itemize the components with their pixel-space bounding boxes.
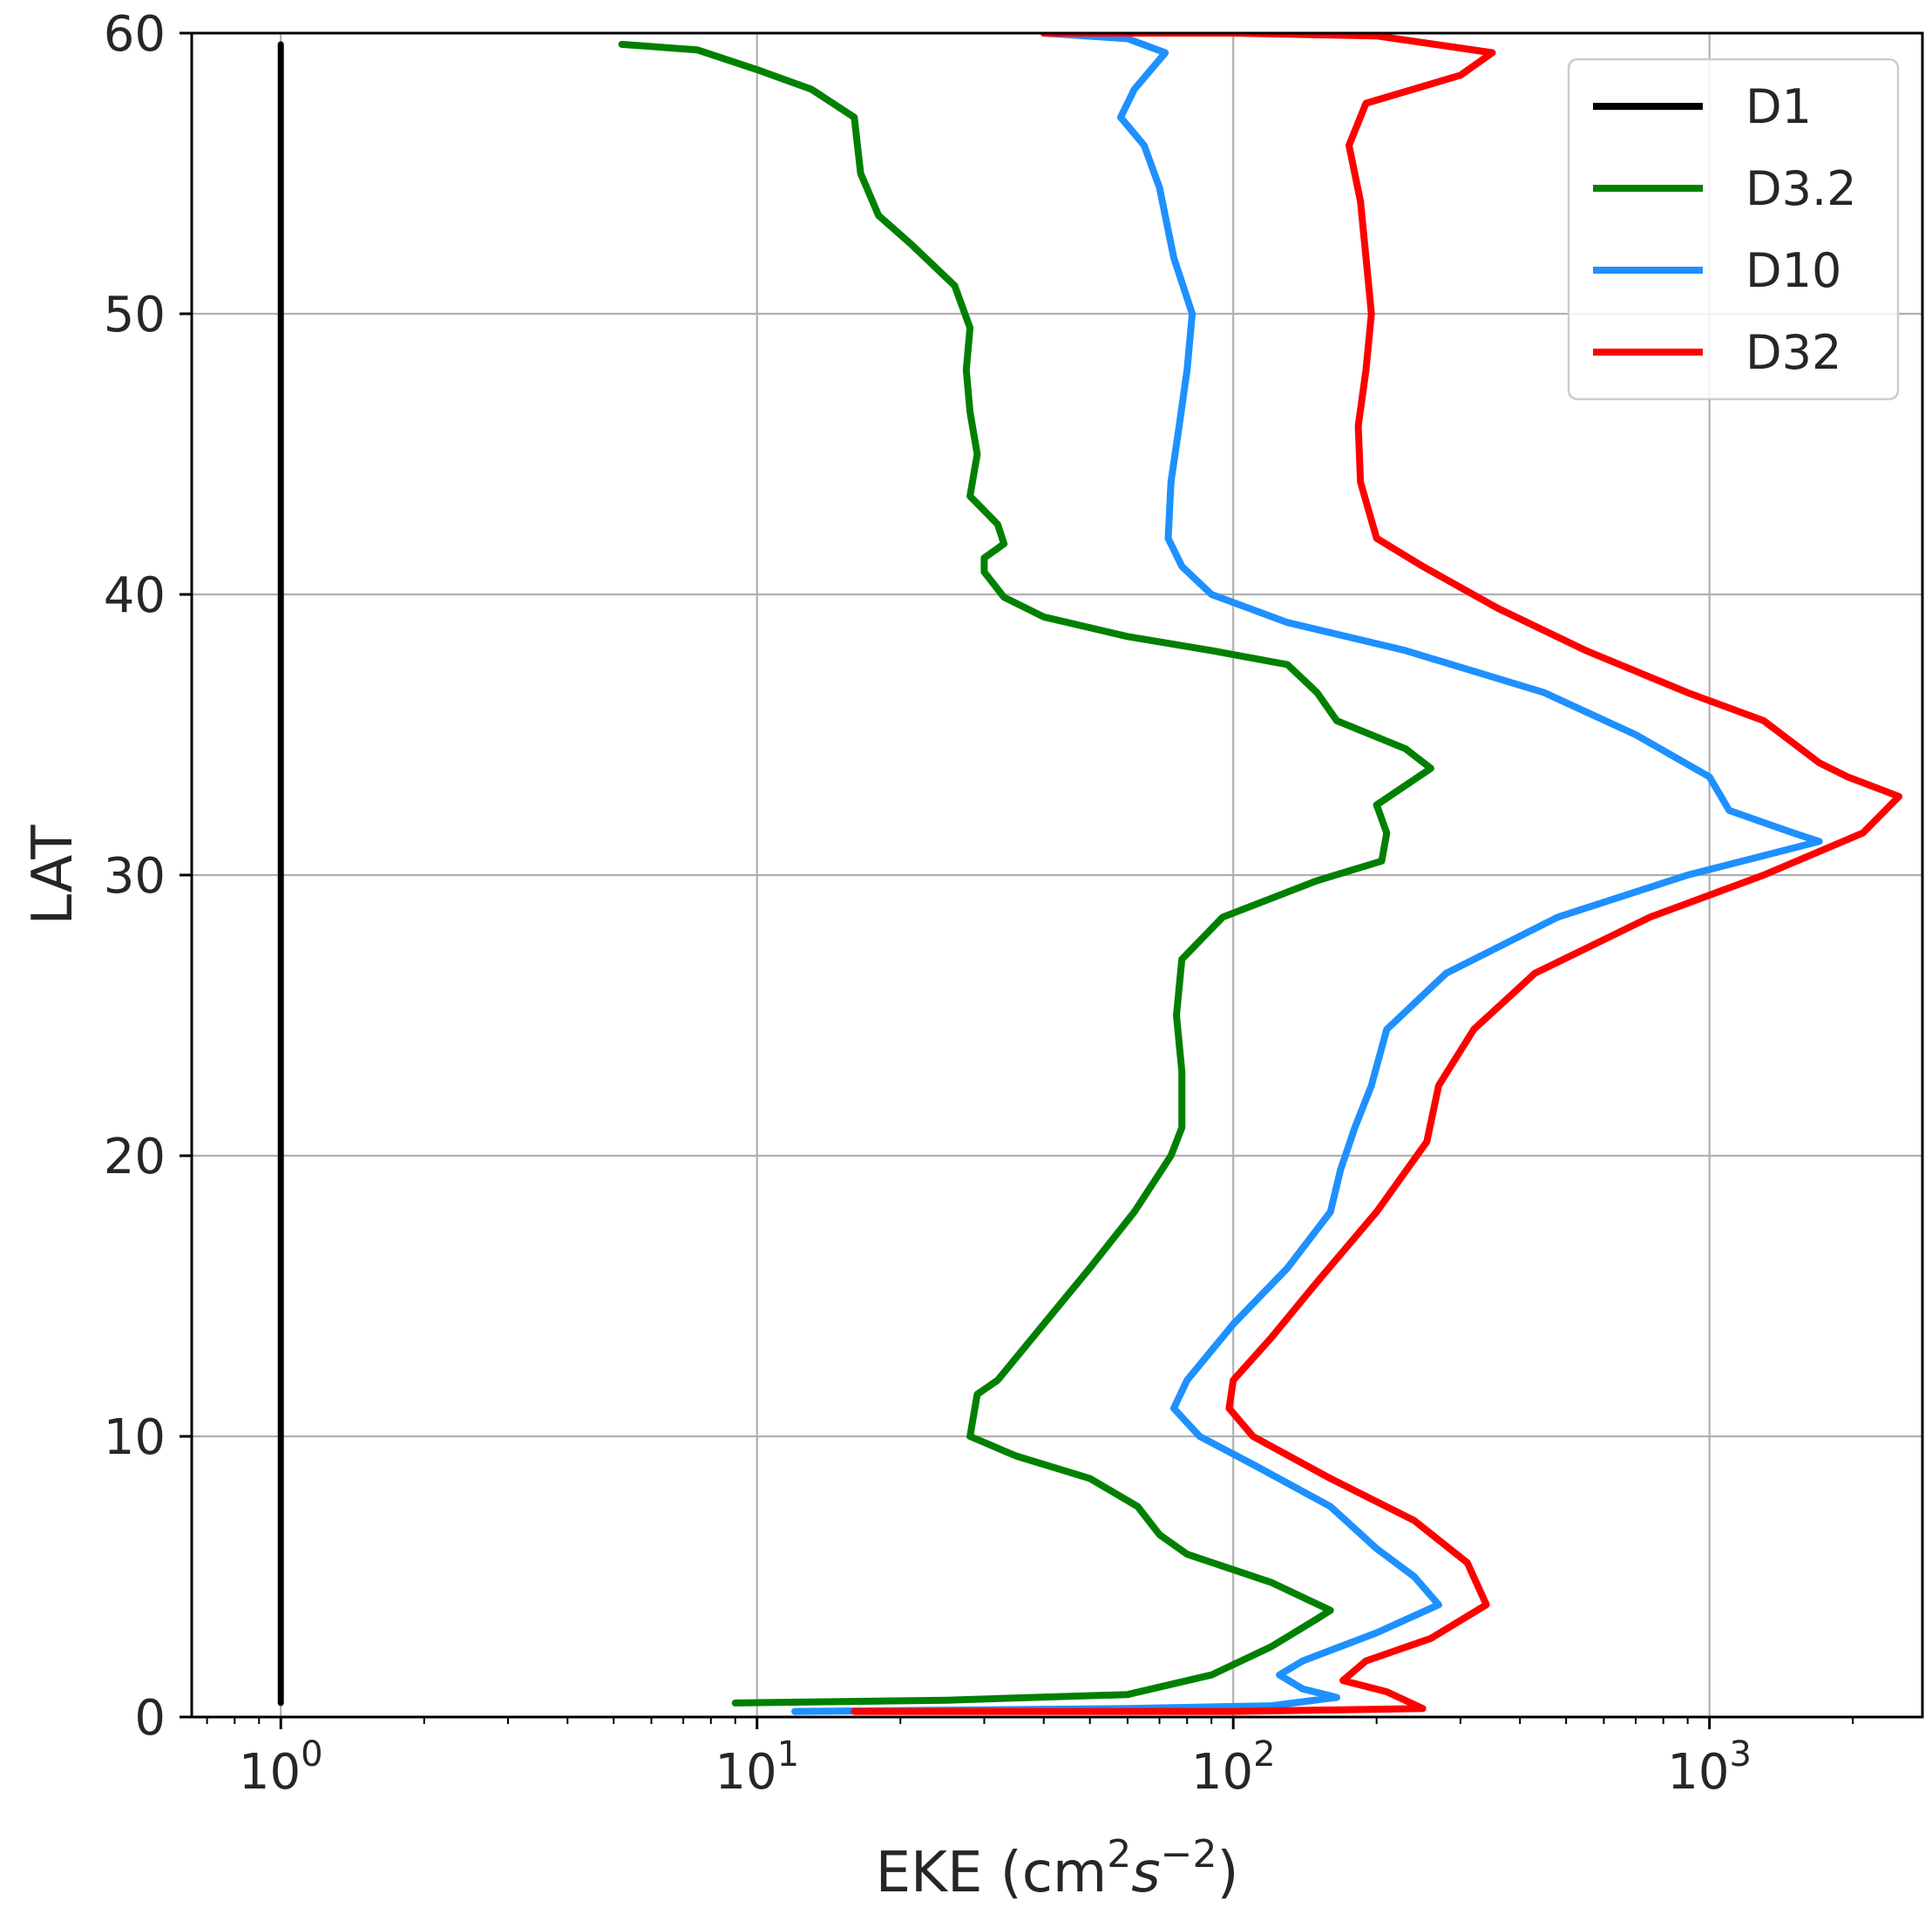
- x-tick-label-3: 103: [1667, 1734, 1752, 1801]
- y-tick-label-0: 0: [134, 1690, 166, 1747]
- series-line-d32: [851, 33, 1903, 1715]
- legend-label-d10: D10: [1746, 243, 1841, 298]
- y-tick-label-50: 50: [104, 287, 166, 343]
- legend: D1 D3.2 D10 D32: [1567, 58, 1900, 401]
- y-tick-label-30: 30: [104, 848, 166, 905]
- y-axis-label: LAT: [21, 825, 85, 926]
- axis-ticks: 0 10 20 30 40 50 60 100 101 102 103: [104, 6, 1854, 1801]
- legend-box: [1567, 58, 1900, 401]
- x-axis-label: EKE (cm2s−2): [876, 1832, 1239, 1905]
- x-tick-label-2: 102: [1191, 1734, 1276, 1801]
- legend-label-d32: D32: [1746, 325, 1841, 380]
- y-tick-label-20: 20: [104, 1129, 166, 1185]
- legend-label-d1: D1: [1746, 79, 1812, 134]
- y-tick-label-40: 40: [104, 567, 166, 624]
- x-tick-label-0: 100: [239, 1734, 323, 1801]
- x-tick-label-1: 101: [715, 1734, 799, 1801]
- y-tick-label-60: 60: [104, 6, 166, 63]
- series-lines: [277, 33, 1903, 1715]
- series-line-d3-2: [618, 40, 1434, 1707]
- y-tick-label-10: 10: [104, 1409, 166, 1466]
- series-line-d10: [791, 33, 1823, 1715]
- legend-label-d3-2: D3.2: [1746, 161, 1856, 216]
